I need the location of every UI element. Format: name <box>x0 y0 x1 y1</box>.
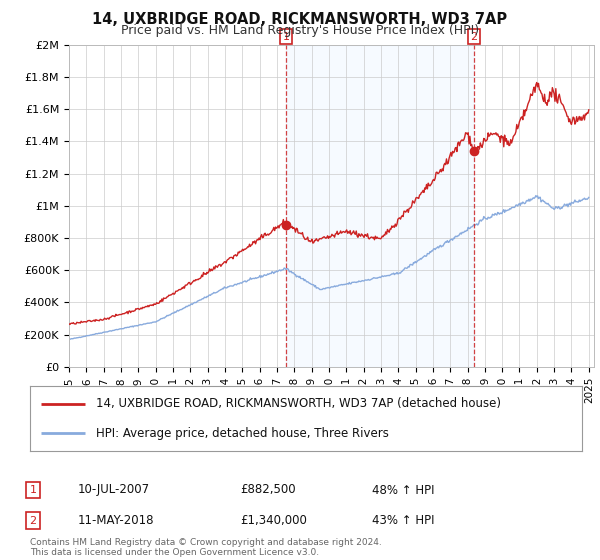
Text: £882,500: £882,500 <box>240 483 296 497</box>
Text: 48% ↑ HPI: 48% ↑ HPI <box>372 483 434 497</box>
Text: 11-MAY-2018: 11-MAY-2018 <box>78 514 155 528</box>
Text: 2: 2 <box>29 516 37 526</box>
Text: 43% ↑ HPI: 43% ↑ HPI <box>372 514 434 528</box>
Text: 14, UXBRIDGE ROAD, RICKMANSWORTH, WD3 7AP: 14, UXBRIDGE ROAD, RICKMANSWORTH, WD3 7A… <box>92 12 508 27</box>
Text: Contains HM Land Registry data © Crown copyright and database right 2024.
This d: Contains HM Land Registry data © Crown c… <box>30 538 382 557</box>
Bar <box>286 45 474 367</box>
Text: 10-JUL-2007: 10-JUL-2007 <box>78 483 150 497</box>
Text: £1,340,000: £1,340,000 <box>240 514 307 528</box>
Text: 2: 2 <box>470 31 478 41</box>
Text: 1: 1 <box>29 485 37 495</box>
Text: 14, UXBRIDGE ROAD, RICKMANSWORTH, WD3 7AP (detached house): 14, UXBRIDGE ROAD, RICKMANSWORTH, WD3 7A… <box>96 397 501 410</box>
Text: 1: 1 <box>283 31 290 41</box>
Text: Price paid vs. HM Land Registry's House Price Index (HPI): Price paid vs. HM Land Registry's House … <box>121 24 479 36</box>
Text: HPI: Average price, detached house, Three Rivers: HPI: Average price, detached house, Thre… <box>96 427 389 440</box>
